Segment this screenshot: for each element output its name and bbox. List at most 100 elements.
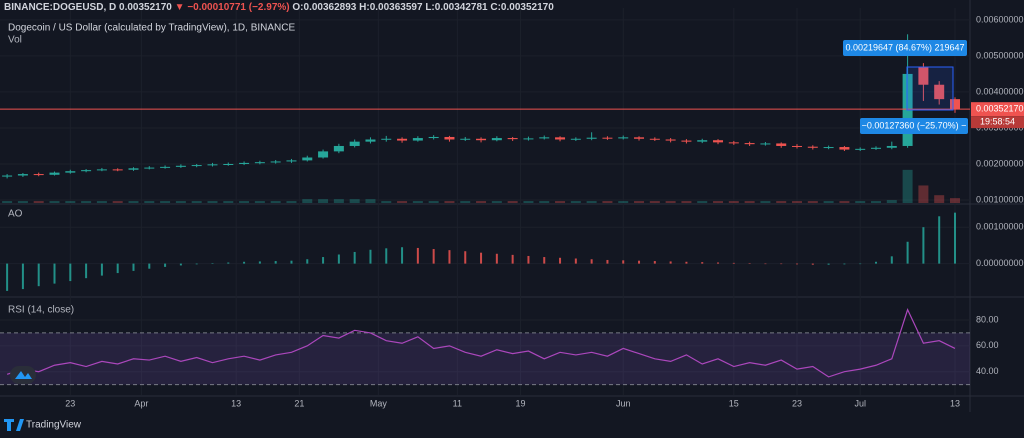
- volume-bar: [523, 201, 534, 203]
- candle-body: [239, 162, 250, 164]
- candle-body: [728, 142, 739, 144]
- volume-bar: [65, 201, 76, 203]
- x-tick-label: Apr: [134, 398, 148, 408]
- volume-bar: [949, 198, 960, 203]
- ao-bar: [401, 247, 404, 264]
- y-tick-label: 40.00: [976, 366, 999, 376]
- candle-body: [855, 148, 866, 150]
- volume-bar: [81, 201, 92, 203]
- volume-bar: [223, 201, 234, 203]
- candle-body: [270, 161, 281, 163]
- candle-body: [2, 175, 13, 177]
- candle-body: [49, 172, 60, 175]
- volume-bar: [160, 201, 171, 203]
- x-tick-label: 15: [729, 398, 739, 408]
- y-tick-label: 80.00: [976, 314, 999, 324]
- ao-bar: [922, 227, 925, 264]
- candle-body: [160, 166, 171, 168]
- y-tick-label: 0.00200000: [976, 158, 1024, 168]
- candle-body: [191, 165, 202, 167]
- marks: [0, 34, 970, 386]
- ao-bar: [116, 263, 119, 274]
- volume-bar: [270, 201, 281, 203]
- logo-icon: [15, 371, 32, 379]
- candle-body: [397, 138, 408, 141]
- candle-body: [223, 163, 234, 165]
- ao-bar: [843, 263, 846, 265]
- ao-bar: [859, 263, 862, 265]
- volume-bar: [555, 201, 566, 203]
- volume-bar: [776, 201, 787, 203]
- volume-bar: [254, 201, 265, 203]
- ao-bar: [638, 260, 641, 264]
- ao-bar: [432, 249, 435, 264]
- ao-bar: [85, 263, 88, 279]
- ao-bar: [369, 249, 372, 264]
- ao-bar: [132, 263, 135, 271]
- y-tick-label: 0.00600000: [976, 14, 1024, 24]
- y-tick-label: 60.00: [976, 340, 999, 350]
- ao-bar: [306, 259, 309, 264]
- ao-bar: [21, 263, 24, 290]
- candle-body: [871, 147, 882, 149]
- candle-body: [286, 160, 297, 162]
- volume-bar: [128, 201, 139, 203]
- volume-bar: [602, 201, 613, 203]
- candle-body: [476, 138, 487, 141]
- last-price-tag: [971, 102, 1024, 117]
- volume-bar: [191, 201, 202, 203]
- candle-body: [460, 138, 471, 140]
- change: ▼ −0.00010771 (−2.97%): [175, 2, 290, 13]
- volume-bar: [286, 201, 297, 203]
- ao-bar: [243, 261, 246, 264]
- ao-bar: [290, 260, 293, 264]
- x-tick-label: Jul: [854, 398, 866, 408]
- volume-bar: [665, 201, 676, 203]
- ao-bar: [511, 254, 514, 264]
- volume-bar: [918, 185, 929, 203]
- candle-body: [112, 169, 123, 171]
- volume-bar: [792, 201, 803, 203]
- candle-body: [144, 167, 155, 169]
- volume-bar: [539, 201, 550, 203]
- volume-bar: [302, 199, 313, 203]
- ao-bar: [448, 250, 451, 264]
- candle-body: [949, 99, 960, 110]
- volume-bar: [507, 201, 518, 203]
- rsi-title: RSI (14, close): [8, 305, 74, 316]
- y-tick-label: 0.00100000: [976, 194, 1024, 204]
- chart-title: Dogecoin / US Dollar (calculated by Trad…: [8, 23, 295, 34]
- rsi-line: [6, 308, 956, 378]
- volume-bar: [728, 201, 739, 203]
- candle-body: [602, 137, 613, 139]
- ao-bar: [606, 259, 609, 264]
- volume-bar: [491, 201, 502, 203]
- candle-body: [523, 138, 534, 140]
- volume-bar: [444, 201, 455, 203]
- volume-bar: [839, 201, 850, 203]
- candle-body: [17, 174, 28, 176]
- x-tick-label: 21: [294, 398, 304, 408]
- candle-body: [744, 143, 755, 145]
- ao-bar: [258, 261, 261, 264]
- candle-body: [491, 138, 502, 141]
- volume-bar: [381, 201, 392, 203]
- volume-bar: [649, 201, 660, 203]
- volume-bar: [112, 201, 123, 203]
- candle-body: [918, 66, 929, 85]
- last: 0.00352170: [119, 2, 172, 13]
- candle-body: [807, 146, 818, 148]
- ao-bar: [559, 257, 562, 264]
- volume-bar: [760, 201, 771, 203]
- ao-bar: [764, 263, 767, 265]
- candle-body: [254, 162, 265, 164]
- volume-bar: [333, 199, 344, 203]
- ao-bar: [906, 241, 909, 264]
- volume-bar: [2, 201, 13, 203]
- ao-bar: [796, 263, 799, 265]
- volume-bar: [476, 201, 487, 203]
- ao-bar: [100, 263, 103, 276]
- ao-bar: [53, 263, 56, 284]
- volume-bar: [744, 201, 755, 203]
- candle-body: [96, 169, 107, 171]
